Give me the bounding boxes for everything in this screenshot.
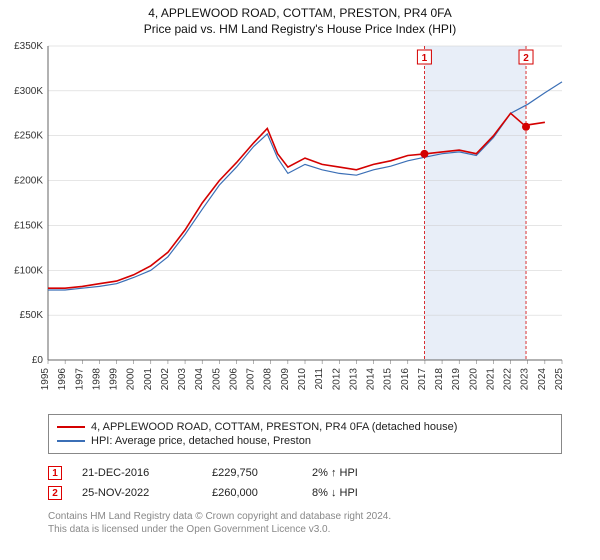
svg-text:2: 2 (523, 53, 529, 64)
svg-text:2002: 2002 (160, 368, 171, 391)
svg-text:2024: 2024 (537, 368, 548, 391)
svg-text:1996: 1996 (57, 368, 68, 391)
svg-text:2003: 2003 (177, 368, 188, 391)
chart-titles: 4, APPLEWOOD ROAD, COTTAM, PRESTON, PR4 … (0, 0, 600, 38)
svg-text:1: 1 (422, 53, 428, 64)
legend-label: HPI: Average price, detached house, Pres… (91, 435, 311, 447)
chart-zone: £0 £50K £100K £150K £200K £250K £300K £350K 1995… (0, 38, 600, 408)
marker-hpi: 8% ↓ HPI (312, 487, 402, 499)
svg-text:2018: 2018 (434, 368, 445, 391)
marker-price: £260,000 (212, 487, 292, 499)
svg-text:£350K: £350K (14, 41, 43, 52)
svg-text:2000: 2000 (126, 368, 137, 391)
legend-box: 4, APPLEWOOD ROAD, COTTAM, PRESTON, PR4 … (48, 414, 562, 454)
svg-text:2005: 2005 (211, 368, 222, 391)
title-main: 4, APPLEWOOD ROAD, COTTAM, PRESTON, PR4 … (0, 6, 600, 20)
marker-number-icon: 1 (48, 466, 62, 480)
marker-hpi: 2% ↑ HPI (312, 467, 402, 479)
svg-text:2023: 2023 (520, 368, 531, 391)
svg-text:2013: 2013 (348, 368, 359, 391)
legend-swatch (57, 426, 85, 428)
svg-text:2009: 2009 (280, 368, 291, 391)
svg-text:£100K: £100K (14, 265, 43, 276)
svg-text:2017: 2017 (417, 368, 428, 391)
sale-marker-row: 2 25-NOV-2022 £260,000 8% ↓ HPI (48, 486, 562, 500)
sale-marker-row: 1 21-DEC-2016 £229,750 2% ↑ HPI (48, 466, 562, 480)
svg-text:2007: 2007 (246, 368, 257, 391)
svg-text:2021: 2021 (485, 368, 496, 391)
svg-text:1999: 1999 (109, 368, 120, 391)
svg-text:2014: 2014 (366, 368, 377, 391)
svg-text:2019: 2019 (451, 368, 462, 391)
svg-text:£200K: £200K (14, 176, 43, 187)
svg-text:2012: 2012 (331, 368, 342, 391)
svg-text:2008: 2008 (263, 368, 274, 391)
legend-row: 4, APPLEWOOD ROAD, COTTAM, PRESTON, PR4 … (57, 421, 553, 433)
svg-text:£50K: £50K (20, 310, 44, 321)
svg-text:2022: 2022 (503, 368, 514, 391)
svg-text:£250K: £250K (14, 131, 43, 142)
svg-text:2020: 2020 (468, 368, 479, 391)
footer-line: Contains HM Land Registry data © Crown c… (48, 510, 562, 523)
marker-price: £229,750 (212, 467, 292, 479)
svg-text:2025: 2025 (554, 368, 565, 391)
price-chart: £0 £50K £100K £150K £200K £250K £300K £350K 1995… (0, 38, 600, 408)
svg-text:2016: 2016 (400, 368, 411, 391)
legend-swatch (57, 440, 85, 442)
svg-text:1997: 1997 (74, 368, 85, 391)
footer-line: This data is licensed under the Open Gov… (48, 523, 562, 536)
footer-attribution: Contains HM Land Registry data © Crown c… (48, 510, 562, 536)
svg-text:£150K: £150K (14, 220, 43, 231)
legend-label: 4, APPLEWOOD ROAD, COTTAM, PRESTON, PR4 … (91, 421, 457, 433)
svg-text:1995: 1995 (40, 368, 51, 391)
svg-text:£0: £0 (32, 355, 44, 366)
title-subtitle: Price paid vs. HM Land Registry's House … (0, 22, 600, 36)
sale-markers: 1 21-DEC-2016 £229,750 2% ↑ HPI 2 25-NOV… (48, 460, 562, 506)
svg-text:2004: 2004 (194, 368, 205, 391)
svg-text:2001: 2001 (143, 368, 154, 391)
svg-text:£300K: £300K (14, 86, 43, 97)
svg-text:1998: 1998 (91, 368, 102, 391)
svg-text:2010: 2010 (297, 368, 308, 391)
svg-text:2015: 2015 (383, 368, 394, 391)
svg-text:2006: 2006 (228, 368, 239, 391)
marker-number-icon: 2 (48, 486, 62, 500)
marker-date: 25-NOV-2022 (82, 487, 192, 499)
marker-date: 21-DEC-2016 (82, 467, 192, 479)
svg-text:2011: 2011 (314, 368, 325, 390)
legend-row: HPI: Average price, detached house, Pres… (57, 435, 553, 447)
